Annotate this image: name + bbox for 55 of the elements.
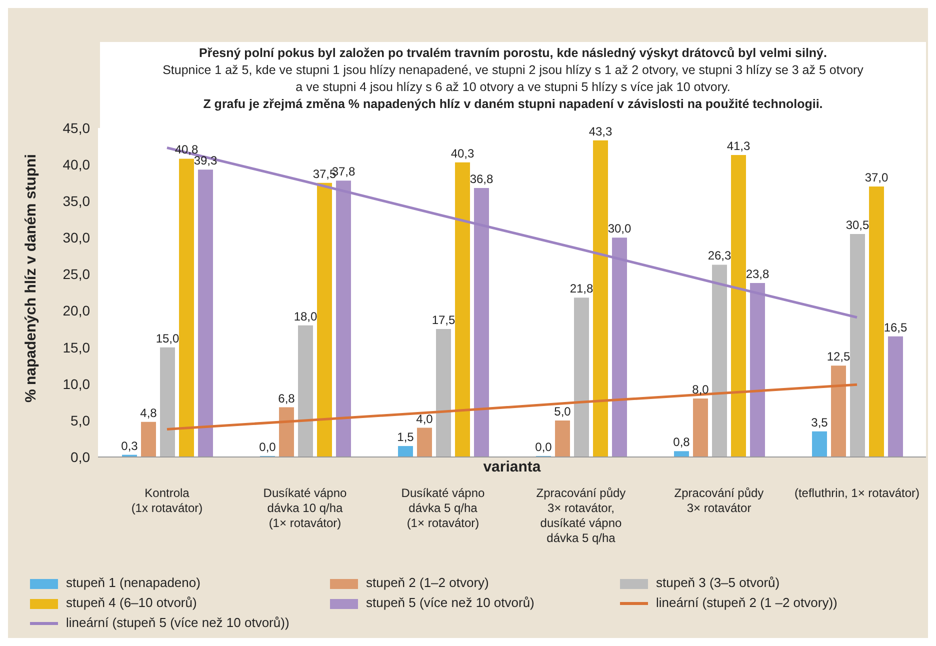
data-label: 26,3: [708, 248, 732, 263]
y-tick-label: 5,0: [70, 412, 90, 428]
y-tick-label: 15,0: [62, 339, 90, 356]
legend-label: lineární (stupeň 2 (1 –2 otvory)): [656, 595, 838, 610]
y-tick-label: 40,0: [62, 156, 90, 173]
data-label: 23,8: [746, 266, 770, 281]
legend-label: stupeň 5 (více než 10 otvorů): [366, 595, 534, 610]
chart-title: Přesný polní pokus byl založen po trvalém travním porostu, kde následný výskyt drátovců byl velmi silný.: [198, 45, 828, 62]
data-label: 0,3: [121, 438, 138, 453]
x-tick-label: Dusíkaté vápno dávka 10 q/ha (1× rotavátor): [263, 486, 348, 530]
chart-subtitle: Stupnice 1 až 5, kde ve stupni 1 jsou hlízy nenapadené, ve stupni 2 jsou hlízy s 1 až 2 otvory, ve stupni 3 hlízy se 3 až 5 otvory a ve stupni 4 jsou hlízy s 6 až 10 otvory a ve stupni 5 hlízy s více jak 10 otvory.: [162, 62, 864, 96]
data-label: 39,3: [194, 154, 218, 168]
data-label: 4,8: [140, 406, 158, 420]
data-label: 0,0: [259, 440, 276, 454]
y-tick-label: 20,0: [62, 302, 90, 319]
x-tick-label: (tefluthrin, 1× rotavátor): [794, 486, 920, 500]
legend-label: lineární (stupeň 5 (více než 10 otvorů)): [66, 615, 290, 630]
data-label: 4,0: [416, 412, 434, 426]
data-label: 17,5: [432, 313, 456, 328]
data-label: 21,8: [570, 282, 594, 296]
y-tick-label: 45,0: [62, 120, 90, 136]
y-axis-title: % napadených hlíz v daném stupni: [22, 154, 40, 402]
legend-label: stupeň 3 (3–5 otvorů): [656, 575, 780, 590]
data-label: 30,5: [846, 218, 870, 232]
data-label: 18,0: [294, 309, 318, 324]
text: Z grafu je zřejmá změna % napadených hlíz v daném stupni napadení v závislosti na použité technologii.: [202, 96, 824, 113]
data-label: 40,3: [450, 146, 474, 160]
data-label: 8,0: [692, 382, 710, 397]
x-tick-label: Dusíkaté vápno dávka 5 q/ha (1× rotavátor): [401, 486, 486, 530]
x-axis-title: varianta: [483, 458, 542, 476]
y-tick-label: 30,0: [62, 230, 90, 246]
y-tick-label: 0,0: [70, 448, 90, 465]
data-label: 3,5: [811, 415, 828, 430]
data-label: 15,0: [156, 331, 180, 346]
y-tick-label: 10,0: [62, 376, 90, 392]
data-label: 6,8: [278, 391, 296, 406]
data-label: 16,5: [884, 320, 908, 334]
data-label: 30,0: [608, 222, 632, 236]
data-label: 5,0: [554, 404, 572, 418]
data-label: 41,3: [726, 139, 750, 154]
data-label: 37,0: [864, 170, 888, 184]
y-tick-label: 25,0: [62, 266, 90, 282]
x-tick-label: Zpracování půdy 3× rotavátor, dusíkaté vápno dávka 5 q/ha: [536, 486, 626, 545]
data-label: 0,8: [673, 435, 690, 450]
legend-label: stupeň 4 (6–10 otvorů): [66, 595, 197, 610]
data-label: 1,5: [397, 430, 414, 444]
data-label: 0,0: [535, 440, 552, 454]
data-label: 43,3: [588, 124, 612, 138]
legend-label: stupeň 2 (1–2 otvory): [366, 575, 489, 590]
data-label: 36,8: [470, 172, 494, 186]
x-tick-label: Kontrola (1x rotavátor): [131, 486, 203, 515]
x-tick-label: Zpracování půdy 3× rotavátor: [674, 486, 764, 515]
y-tick-label: 35,0: [62, 193, 90, 210]
legend-label: stupeň 1 (nenapadeno): [66, 575, 200, 590]
data-label: 12,5: [826, 350, 850, 364]
